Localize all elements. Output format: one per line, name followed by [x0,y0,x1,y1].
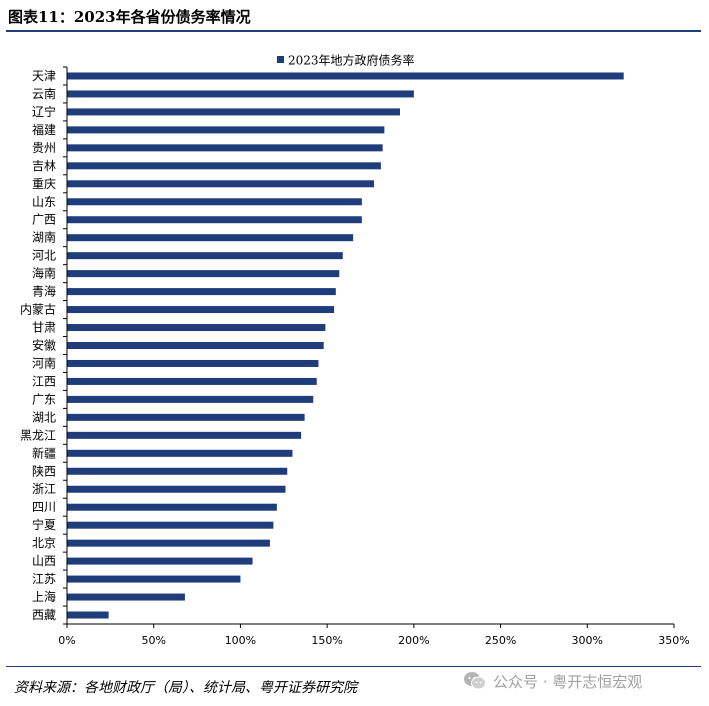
category-label: 甘肃 [32,321,56,335]
bar [67,359,319,367]
bar [67,449,293,457]
bar [67,539,270,547]
bar [67,288,336,296]
category-label: 青海 [32,284,56,299]
source-rule [6,666,701,667]
category-label: 黑龙江 [20,428,56,442]
bar [67,593,185,601]
x-tick-label: 150% [311,634,342,647]
bar [67,306,335,314]
category-label: 北京 [32,536,56,550]
category-label: 湖北 [32,409,56,424]
bar [67,126,385,134]
category-label: 上海 [32,589,56,604]
category-label: 山东 [32,195,56,209]
category-label: 湖南 [32,230,56,245]
category-label: 新疆 [32,445,56,460]
category-label: 浙江 [32,482,56,496]
category-label: 广东 [32,392,56,406]
category-label: 西藏 [32,608,56,622]
bar [67,503,277,511]
bar [67,252,343,260]
bar-chart: 2023年地方政府债务率天津云南辽宁福建贵州吉林重庆山东广西湖南河北海南青海内蒙… [20,53,690,648]
bar [67,611,109,619]
bar [67,575,241,583]
bar [67,342,324,349]
bar [67,72,624,80]
bar [67,467,288,475]
category-label: 吉林 [32,159,56,173]
title-rule [6,30,701,32]
bar [67,485,286,493]
category-label: 宁夏 [32,517,56,532]
category-label: 陕西 [32,463,56,478]
category-label: 天津 [32,69,56,83]
category-label: 贵州 [32,141,56,155]
bar [67,270,340,278]
x-tick-label: 50% [141,634,165,647]
category-label: 江西 [32,374,56,388]
x-tick-label: 200% [398,634,429,647]
legend-swatch [277,56,284,63]
x-tick-label: 300% [572,634,603,647]
category-label: 四川 [32,500,56,514]
figure-title: 图表11：2023年各省份债务率情况 [8,8,251,26]
bar [67,431,302,439]
x-tick-label: 250% [485,634,516,647]
category-label: 重庆 [32,177,56,191]
bar [67,180,374,188]
category-label: 辽宁 [32,104,56,119]
bar [67,90,414,98]
bar [67,144,383,152]
category-label: 河北 [32,249,56,263]
bar [67,162,381,170]
category-label: 安徽 [32,338,56,353]
category-label: 内蒙古 [20,302,56,317]
bar [67,377,317,385]
bar [67,557,253,565]
x-tick-label: 100% [225,634,256,647]
watermark-text: 公众号 · 粤开志恒宏观 [493,672,643,691]
legend: 2023年地方政府债务率 [277,53,415,68]
category-label: 山西 [32,554,56,568]
bar [67,521,274,529]
wechat-icon [464,672,486,690]
bar [67,234,354,242]
bar [67,413,305,421]
category-label: 江苏 [32,572,56,586]
category-label: 河南 [32,355,56,370]
bar [67,198,362,206]
category-label: 海南 [32,266,56,281]
source-note: 资料来源：各地财政厅（局）、统计局、粤开证券研究院 [14,680,357,696]
category-label: 云南 [32,86,56,101]
figure-header: 图表11：2023年各省份债务率情况 [0,0,709,34]
bar [67,216,362,224]
bar [67,395,314,403]
bar [67,324,326,332]
x-tick-label: 0% [58,634,75,647]
legend-label: 2023年地方政府债务率 [288,53,415,68]
watermark: 公众号 · 粤开志恒宏观 [463,668,703,694]
bar [67,108,400,116]
x-tick-label: 350% [658,634,689,647]
category-label: 广西 [32,213,56,227]
category-label: 福建 [32,122,56,137]
